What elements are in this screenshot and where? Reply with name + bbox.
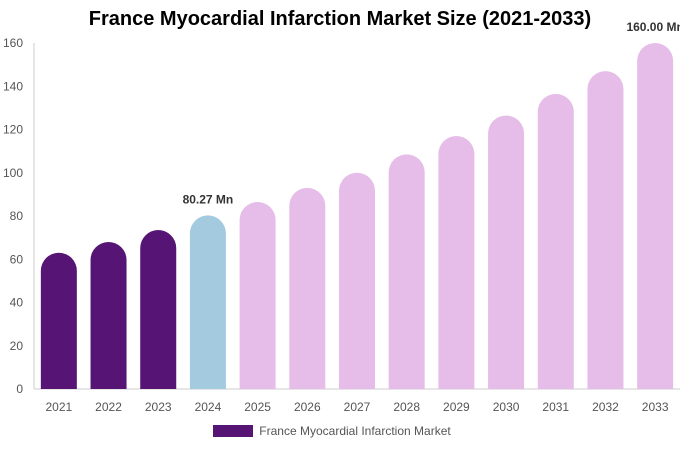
bar-2033 bbox=[637, 43, 674, 389]
legend-swatch bbox=[213, 425, 254, 437]
data-label: 80.27 Mn bbox=[183, 192, 234, 206]
bar-2026 bbox=[289, 187, 326, 389]
y-tick-label: 40 bbox=[10, 296, 24, 310]
x-tick-label: 2024 bbox=[195, 400, 222, 414]
bar-2032 bbox=[587, 71, 624, 390]
bar-2028 bbox=[388, 154, 425, 389]
data-label: 160.00 Mn bbox=[626, 20, 680, 34]
x-tick-label: 2021 bbox=[45, 400, 72, 414]
bar-2029 bbox=[438, 135, 475, 389]
x-tick-label: 2029 bbox=[443, 400, 470, 414]
y-tick-label: 60 bbox=[10, 252, 24, 266]
bar-2030 bbox=[488, 115, 525, 389]
y-tick-label: 160 bbox=[3, 36, 23, 50]
x-tick-label: 2027 bbox=[344, 400, 371, 414]
bar-2021 bbox=[40, 252, 77, 389]
y-tick-label: 100 bbox=[3, 166, 23, 180]
x-tick-label: 2023 bbox=[145, 400, 172, 414]
bar-2025 bbox=[239, 201, 276, 389]
y-tick-label: 0 bbox=[16, 382, 23, 396]
x-tick-label: 2031 bbox=[542, 400, 569, 414]
y-tick-label: 20 bbox=[10, 339, 24, 353]
chart-title: France Myocardial Infarction Market Size… bbox=[88, 8, 592, 30]
x-tick-label: 2025 bbox=[244, 400, 271, 414]
bar-2023 bbox=[140, 230, 177, 389]
y-tick-label: 140 bbox=[3, 79, 23, 93]
x-tick-label: 2033 bbox=[642, 400, 669, 414]
x-tick-label: 2030 bbox=[493, 400, 520, 414]
bar-2031 bbox=[537, 93, 574, 389]
y-tick-label: 120 bbox=[3, 123, 23, 137]
bar-2024 bbox=[189, 215, 226, 389]
x-tick-label: 2028 bbox=[393, 400, 420, 414]
bar-2022 bbox=[90, 241, 127, 389]
y-tick-label: 80 bbox=[10, 209, 24, 223]
x-tick-label: 2026 bbox=[294, 400, 321, 414]
x-tick-label: 2022 bbox=[95, 400, 122, 414]
x-tick-label: 2032 bbox=[592, 400, 619, 414]
legend: France Myocardial Infarction Market bbox=[0, 424, 680, 438]
bar-2027 bbox=[339, 172, 375, 389]
legend-label: France Myocardial Infarction Market bbox=[259, 424, 451, 438]
